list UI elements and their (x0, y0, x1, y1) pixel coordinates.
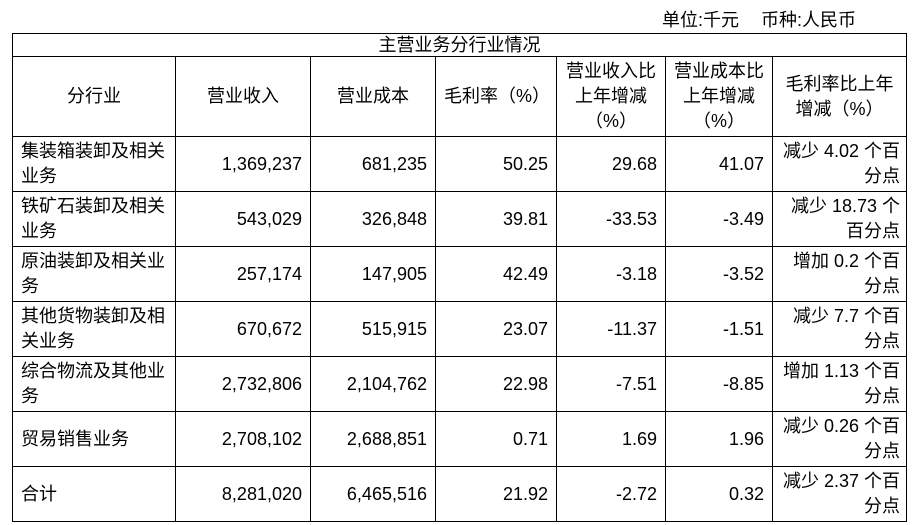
header-row: 分行业 营业收入 营业成本 毛利率（%） 营业收入比上年增减（%） 营业成本比上年增减（%… (12, 56, 908, 137)
cell: 21.92 (435, 466, 557, 522)
unit-line: 单位:千元 币种:人民币 (662, 6, 856, 32)
cell: 合计 (12, 466, 176, 522)
cell: 增加 0.2 个百分点 (771, 246, 908, 302)
cell: 2,708,102 (175, 411, 311, 467)
cell: -7.51 (556, 356, 666, 412)
column-header: 营业成本 (310, 56, 436, 137)
cell: -2.72 (556, 466, 666, 522)
cell: 515,915 (310, 301, 436, 357)
cell: 2,688,851 (310, 411, 436, 467)
table-body: 主营业务分行业情况 分行业 营业收入 营业成本 毛利率（%） 营业收入比上年增减（%）营… (11, 33, 908, 522)
cell: 增加 1.13 个百分点 (771, 356, 908, 412)
cell: 贸易销售业务 (12, 411, 176, 467)
table-title: 主营业务分行业情况 (11, 33, 908, 57)
cell: 257,174 (175, 246, 311, 302)
cell: 22.98 (435, 356, 557, 412)
cell: 0.32 (665, 466, 773, 522)
cell: 147,905 (310, 246, 436, 302)
cell: 2,732,806 (175, 356, 311, 412)
column-header: 毛利率（%） (435, 56, 557, 137)
cell: 铁矿石装卸及相关业务 (12, 191, 176, 247)
data-row: 综合物流及其他业务 2,732,806 2,104,762 22.98 -7.51 -8.… (12, 356, 908, 412)
data-row: 原油装卸及相关业务 257,174 147,905 42.49 -3.18 -3.52 增加… (12, 246, 908, 302)
table: 主营业务分行业情况 分行业 营业收入 营业成本 毛利率（%） 营业收入比上年增减（%）营… (11, 33, 908, 522)
data-row: 其他货物装卸及相关业务 670,672 515,915 23.07 -11.37 -1.5… (12, 301, 908, 357)
cell: 29.68 (556, 136, 666, 192)
cell: 1.69 (556, 411, 666, 467)
cell: 0.71 (435, 411, 557, 467)
cell: 6,465,516 (310, 466, 436, 522)
cell: 50.25 (435, 136, 557, 192)
cell: 1,369,237 (175, 136, 311, 192)
cell: 集装箱装卸及相关业务 (12, 136, 176, 192)
cell: -3.18 (556, 246, 666, 302)
cell: 减少 7.7 个百分点 (771, 301, 908, 357)
cell: 41.07 (665, 136, 773, 192)
column-header: 营业成本比上年增减（%） (665, 56, 773, 137)
currency: 币种:人民币 (760, 10, 856, 30)
unit: 单位:千元 (661, 10, 739, 30)
cell: -8.85 (665, 356, 773, 412)
cell: 681,235 (310, 136, 436, 192)
data-row: 合计 8,281,020 6,465,516 21.92 -2.72 0.32 减少 2.3… (12, 466, 908, 522)
cell: 其他货物装卸及相关业务 (12, 301, 176, 357)
cell: 1.96 (665, 411, 773, 467)
column-header: 分行业 (12, 56, 176, 137)
title-row: 主营业务分行业情况 (11, 33, 908, 57)
cell: -11.37 (556, 301, 666, 357)
column-header: 毛利率比上年增减（%） (771, 56, 908, 137)
cell: 减少 2.37 个百分点 (771, 466, 908, 522)
cell: -1.51 (665, 301, 773, 357)
cell: 39.81 (435, 191, 557, 247)
column-header: 营业收入 (175, 56, 311, 137)
cell: 23.07 (435, 301, 557, 357)
cell: -3.52 (665, 246, 773, 302)
cell: 减少 0.26 个百分点 (771, 411, 908, 467)
data-row: 贸易销售业务 2,708,102 2,688,851 0.71 1.69 1.96 减少 0… (12, 411, 908, 467)
column-header: 营业收入比上年增减（%） (556, 56, 666, 137)
cell: 670,672 (175, 301, 311, 357)
cell: 543,029 (175, 191, 311, 247)
cell: 综合物流及其他业务 (12, 356, 176, 412)
data-row: 铁矿石装卸及相关业务 543,029 326,848 39.81 -33.53 -3.49… (12, 191, 908, 247)
cell: -3.49 (665, 191, 773, 247)
cell: -33.53 (556, 191, 666, 247)
data-row: 集装箱装卸及相关业务 1,369,237 681,235 50.25 29.68 41.0… (12, 136, 908, 192)
cell: 8,281,020 (175, 466, 311, 522)
cell: 原油装卸及相关业务 (12, 246, 176, 302)
cell: 2,104,762 (310, 356, 436, 412)
cell: 减少 18.73 个百分点 (771, 191, 908, 247)
cell: 42.49 (435, 246, 557, 302)
cell: 326,848 (310, 191, 436, 247)
cell: 减少 4.02 个百分点 (771, 136, 908, 192)
